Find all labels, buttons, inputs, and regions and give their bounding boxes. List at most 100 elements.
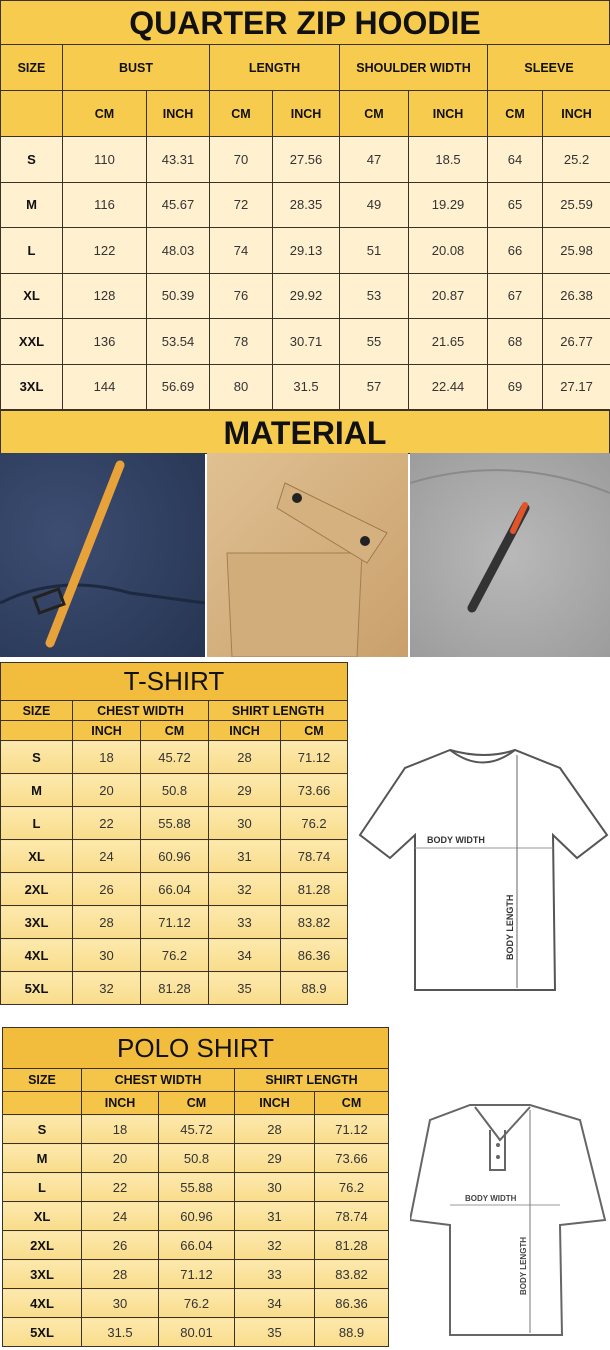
column-subheader: CM [158,1091,235,1115]
table-cell: 60.96 [158,1201,235,1231]
table-cell: 86.36 [313,1288,390,1318]
table-cell: 28.35 [271,181,341,228]
table-cell: 68 [487,318,544,365]
table-cell: 78.74 [313,1201,390,1231]
table-cell: 18.5 [408,136,489,183]
table-cell: 28 [208,740,281,774]
column-header: BUST [62,44,210,91]
size-cell: M [0,181,63,228]
column-subheader: CM [209,90,273,137]
table-cell: 24 [72,839,141,873]
table-cell: 50.8 [140,773,209,807]
table-row: M 20 50.8 29 73.66 [2,1143,390,1173]
size-cell: L [0,227,63,274]
table-cell: 88.9 [280,971,348,1005]
table-cell: 86.36 [280,938,348,972]
column-header: SIZE [0,700,73,721]
size-cell: M [0,773,73,807]
table-cell: 70 [209,136,273,183]
polo-size-table: POLO SHIRT SIZE CHEST WIDTH SHIRT LENGTH INC… [1,1027,390,1347]
table-cell: 51 [339,227,410,274]
column-subheader: INCH [271,90,341,137]
table-cell: 78.74 [280,839,348,873]
table-row: 4XL 30 76.2 34 86.36 [0,938,348,972]
table-cell: 30.71 [271,318,341,365]
size-cell: L [0,806,73,840]
table-cell: 20.87 [408,272,489,319]
column-subheader [0,90,63,137]
table-cell: 28 [72,905,141,939]
table-cell: 45.72 [158,1114,235,1144]
table-row: 5XL 32 81.28 35 88.9 [0,971,348,1005]
size-cell: XL [0,272,63,319]
size-cell: L [2,1172,82,1202]
table-cell: 22.44 [408,363,489,410]
title-row: POLO SHIRT [1,1027,390,1069]
header-row: INCH CM INCH CM [2,1091,390,1115]
size-cell: S [0,136,63,183]
column-subheader [0,720,73,741]
table-row: L 122 48.03 74 29.13 51 20.08 66 25.98 [0,227,610,274]
table-cell: 24 [81,1201,159,1231]
table-cell: 25.98 [542,227,610,274]
tshirt-body-width-label: BODY WIDTH [427,835,485,845]
table-row: 2XL 26 66.04 32 81.28 [0,872,348,906]
table-row: M 116 45.67 72 28.35 49 19.29 65 25.59 [0,181,610,228]
table-row: S 110 43.31 70 27.56 47 18.5 64 25.2 [0,136,610,183]
table-cell: 80 [209,363,273,410]
table-row: 3XL 28 71.12 33 83.82 [0,905,348,939]
table-cell: 50.39 [146,272,210,319]
table-cell: 49 [339,181,410,228]
table-cell: 69 [487,363,544,410]
table-cell: 28 [81,1259,159,1289]
size-cell: 5XL [0,971,73,1005]
table-row: 3XL 144 56.69 80 31.5 57 22.44 69 27.17 [0,363,610,410]
table-cell: 22 [81,1172,159,1202]
table-cell: 67 [487,272,544,319]
table-cell: 27.17 [542,363,610,410]
table-cell: 56.69 [146,363,210,410]
table-cell: 48.03 [146,227,210,274]
tshirt-size-table: T-SHIRT SIZE CHEST WIDTH SHIRT LENGTH INCH CM… [0,662,348,1005]
size-cell: 4XL [2,1288,82,1318]
column-header: SLEEVE [487,44,610,91]
table-row: 4XL 30 76.2 34 86.36 [2,1288,390,1318]
material-photo-grey-sleeve [410,453,610,657]
table-cell: 83.82 [313,1259,390,1289]
column-subheader: INCH [408,90,489,137]
table-cell: 30 [234,1172,315,1202]
table-cell: 76.2 [158,1288,235,1318]
column-subheader: CM [62,90,147,137]
table-cell: 45.67 [146,181,210,228]
table-cell: 29.92 [271,272,341,319]
column-header: CHEST WIDTH [72,700,209,721]
table-cell: 31.5 [271,363,341,410]
polo-body-length-label: BODY LENGTH [519,1237,528,1295]
table-cell: 136 [62,318,147,365]
size-cell: 5XL [2,1317,82,1347]
column-header: CHEST WIDTH [81,1068,235,1092]
table-cell: 128 [62,272,147,319]
title-row: T-SHIRT [0,662,348,701]
table-cell: 35 [208,971,281,1005]
table-cell: 26.77 [542,318,610,365]
table-cell: 122 [62,227,147,274]
table-cell: 66.04 [158,1230,235,1260]
table-cell: 31.5 [81,1317,159,1347]
table-cell: 33 [234,1259,315,1289]
header-row: SIZE CHEST WIDTH SHIRT LENGTH [2,1068,390,1092]
header-row: SIZE CHEST WIDTH SHIRT LENGTH [0,700,348,721]
table-row: XXL 136 53.54 78 30.71 55 21.65 68 26.77 [0,318,610,365]
size-cell: 3XL [0,905,73,939]
table-cell: 30 [208,806,281,840]
table-cell: 55.88 [140,806,209,840]
size-cell: 3XL [2,1259,82,1289]
table-cell: 76.2 [140,938,209,972]
table-cell: 31 [208,839,281,873]
table-cell: 60.96 [140,839,209,873]
table-cell: 74 [209,227,273,274]
table-cell: 72 [209,181,273,228]
table-cell: 81.28 [140,971,209,1005]
table-cell: 19.29 [408,181,489,228]
table-cell: 34 [234,1288,315,1318]
